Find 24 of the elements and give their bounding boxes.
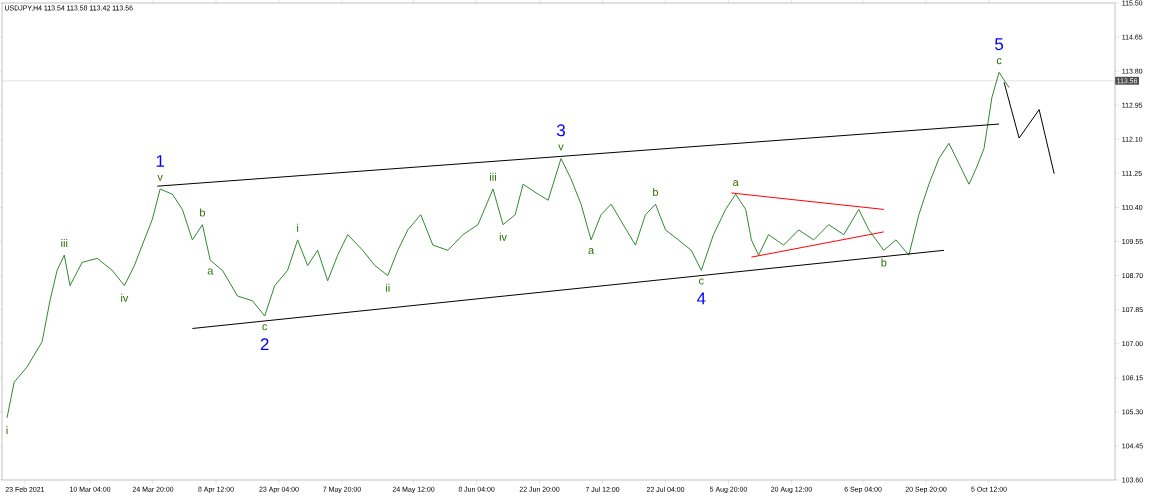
annotation: 2: [260, 338, 269, 351]
annotation: a: [733, 180, 739, 186]
annotation: c: [262, 324, 268, 331]
annotation: c: [699, 278, 704, 285]
annotation: a: [588, 248, 595, 255]
annotation: i: [297, 223, 299, 232]
annotation: c: [996, 58, 1002, 65]
annotation: iii: [490, 172, 496, 181]
annotation: 5: [995, 38, 1004, 51]
annotation: ii: [386, 283, 390, 292]
annotation: v: [558, 144, 564, 151]
annotation: b: [653, 187, 659, 197]
annotation: b: [200, 208, 205, 217]
line-series: [1003, 81, 1055, 175]
annotation: 3: [556, 124, 565, 137]
annotation: i: [6, 426, 8, 435]
annotation: b: [881, 258, 887, 267]
annotation: v: [157, 175, 163, 181]
annotation: 1: [156, 155, 165, 167]
annotation: iv: [121, 293, 129, 302]
annotation: a: [207, 268, 214, 275]
annotation: iii: [61, 238, 68, 247]
annotation: 4: [696, 292, 706, 305]
annotation: iv: [499, 232, 507, 241]
